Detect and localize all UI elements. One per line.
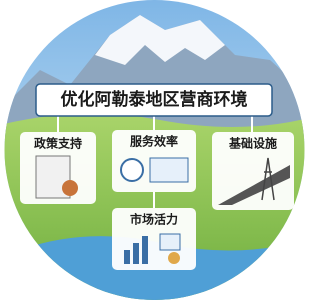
clock-icon	[121, 159, 143, 181]
illustration: 优化阿勒泰地区营商环境 政策支持 服务效率 基础设施 市场活力	[0, 0, 309, 300]
node-label: 政策支持	[34, 136, 82, 151]
page: 优化阿勒泰地区营商环境 政策支持 服务效率 基础设施 市场活力 (() => {…	[0, 0, 309, 300]
node-label: 市场活力	[130, 212, 178, 227]
node-label: 服务效率	[130, 134, 178, 149]
title: 优化阿勒泰地区营商环境	[61, 89, 248, 110]
screen-icon	[150, 158, 188, 182]
seal-icon	[62, 180, 78, 196]
node-label: 基础设施	[228, 136, 277, 151]
